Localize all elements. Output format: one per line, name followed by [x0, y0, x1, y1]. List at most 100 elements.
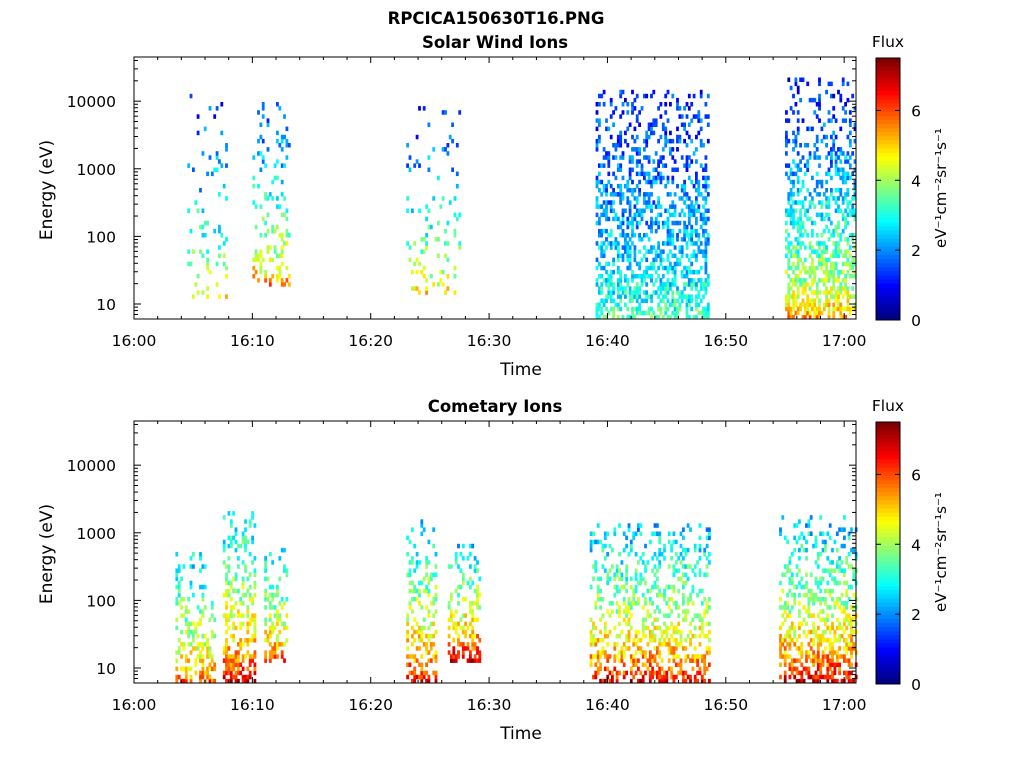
flux-cell — [673, 306, 677, 312]
flux-cell — [685, 294, 689, 299]
flux-cell — [637, 646, 640, 651]
flux-cell — [413, 670, 417, 676]
flux-cell — [199, 678, 202, 684]
flux-cell — [671, 278, 675, 283]
flux-cell — [614, 302, 618, 308]
flux-cell — [654, 228, 658, 234]
flux-cell — [654, 269, 658, 275]
flux-cell — [432, 527, 436, 532]
flux-cell — [241, 580, 245, 586]
flux-cell — [696, 662, 699, 667]
flux-cell — [700, 629, 704, 635]
flux-cell — [471, 638, 475, 643]
colorbar-segment — [876, 516, 900, 521]
flux-cell — [432, 621, 436, 627]
flux-cell — [838, 556, 841, 561]
flux-cell — [794, 245, 798, 250]
flux-cell — [613, 654, 617, 659]
flux-cell — [698, 535, 702, 541]
flux-cell — [659, 204, 663, 209]
flux-cell — [676, 233, 679, 238]
flux-cell — [603, 625, 607, 631]
flux-cell — [614, 212, 618, 218]
flux-cell — [624, 241, 627, 246]
flux-cell — [192, 646, 195, 651]
flux-cell — [834, 249, 838, 254]
flux-cell — [645, 138, 649, 144]
flux-cell — [814, 543, 818, 549]
flux-cell — [807, 597, 811, 602]
flux-cell — [635, 220, 639, 226]
x-tick-label: 16:30 — [467, 332, 512, 350]
flux-cell — [618, 588, 621, 594]
flux-cell — [619, 138, 623, 144]
flux-cell — [598, 274, 601, 279]
flux-cell — [602, 147, 606, 152]
flux-cell — [695, 253, 698, 258]
flux-cell — [413, 261, 417, 267]
flux-cell — [271, 650, 275, 655]
flux-cell — [831, 642, 834, 647]
colorbar-segment — [876, 184, 900, 190]
flux-cell — [802, 629, 806, 635]
flux-cell — [616, 257, 620, 263]
flux-cell — [661, 274, 665, 279]
flux-cell — [680, 269, 684, 275]
flux-cell — [253, 617, 257, 622]
flux-cell — [834, 265, 838, 271]
flux-cell — [680, 196, 684, 201]
flux-cell — [788, 588, 792, 594]
flux-cell — [598, 171, 601, 177]
flux-cell — [690, 102, 694, 107]
flux-cell — [704, 179, 708, 185]
flux-cell — [634, 658, 638, 663]
flux-cell — [264, 597, 267, 602]
flux-cell — [645, 269, 649, 275]
flux-cell — [783, 654, 787, 659]
flux-cell — [697, 179, 701, 185]
flux-cell — [848, 200, 852, 205]
flux-cell — [429, 633, 433, 639]
colorbar-segment — [876, 548, 900, 554]
figure-title: RPCICA150630T16.PNG — [388, 9, 605, 28]
flux-cell — [432, 642, 436, 647]
flux-cell — [609, 241, 613, 246]
flux-cell — [837, 167, 840, 172]
flux-cell — [658, 609, 662, 614]
flux-cell — [418, 601, 421, 606]
flux-cell — [853, 122, 857, 127]
flux-cell — [659, 298, 663, 303]
flux-cell — [619, 220, 623, 226]
flux-cell — [602, 253, 606, 258]
flux-cell — [808, 200, 812, 205]
flux-cell — [788, 662, 792, 667]
flux-cell — [801, 183, 805, 189]
flux-cell — [602, 155, 606, 160]
flux-cell — [794, 143, 798, 148]
flux-cell — [220, 163, 224, 168]
colorbar-segment — [876, 450, 900, 456]
flux-cell — [832, 269, 836, 275]
flux-cell — [830, 269, 833, 275]
flux-cell — [633, 188, 637, 193]
flux-cell — [222, 674, 226, 680]
flux-cell — [261, 159, 265, 164]
flux-cell — [807, 629, 811, 635]
flux-cell — [422, 527, 426, 532]
flux-cell — [446, 143, 450, 148]
flux-cell — [833, 662, 837, 667]
flux-cell — [620, 650, 624, 655]
flux-cell — [283, 642, 286, 647]
flux-cell — [432, 613, 436, 618]
flux-cell — [813, 278, 817, 283]
flux-cell — [798, 547, 801, 553]
flux-cell — [698, 523, 702, 528]
flux-cell — [841, 212, 845, 218]
flux-cell — [594, 625, 598, 631]
flux-cell — [638, 147, 641, 152]
flux-cell — [834, 306, 838, 312]
flux-cell — [601, 638, 605, 643]
flux-cell — [822, 282, 826, 287]
flux-cell — [838, 670, 841, 676]
flux-cell — [787, 306, 791, 312]
